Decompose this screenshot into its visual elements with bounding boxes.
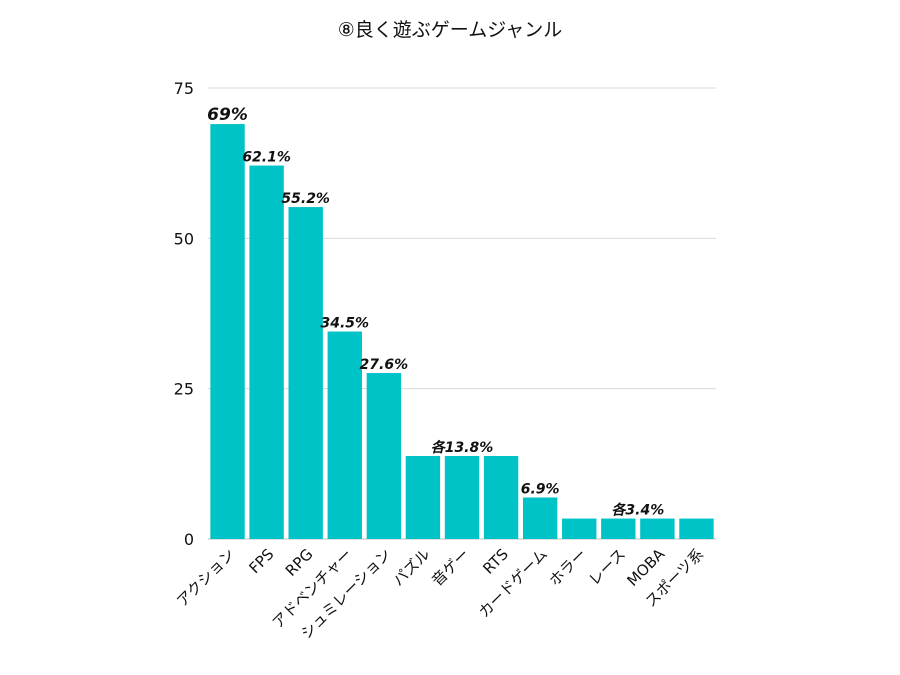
x-tick-label: アクション xyxy=(173,545,238,610)
x-tick-label: FPS xyxy=(245,545,277,577)
bar xyxy=(601,518,636,539)
bar xyxy=(522,497,558,539)
bar xyxy=(405,456,441,539)
bar xyxy=(288,207,323,539)
bar xyxy=(679,518,714,539)
x-tick-label: カードゲーム xyxy=(475,545,551,621)
data-label: 34.5% xyxy=(320,316,369,332)
bar xyxy=(210,124,245,539)
data-label: 各3.4% xyxy=(611,502,664,519)
data-label: 69% xyxy=(207,105,248,125)
bar xyxy=(366,373,402,539)
data-labels: 69% 62.1% 55.2% 34.5% 27.6% 各13.8% 6.9% 各3.4% xyxy=(207,105,664,518)
x-tick-label: ホラー xyxy=(546,545,591,590)
y-tick-label: 75 xyxy=(174,79,194,98)
x-tick-label: 音ゲー xyxy=(428,545,473,590)
data-label: 6.9% xyxy=(521,482,560,498)
bar xyxy=(444,456,480,539)
chart-title: ⑧良く遊ぶゲームジャンル xyxy=(338,19,563,41)
x-tick-label: RPG xyxy=(282,545,317,580)
bar xyxy=(249,165,284,539)
y-tick-label: 50 xyxy=(174,229,194,248)
bar xyxy=(483,456,519,539)
bar xyxy=(640,518,675,539)
y-tick-label: 0 xyxy=(184,530,194,549)
bar xyxy=(562,518,597,539)
bar xyxy=(327,331,362,539)
y-tick-label: 25 xyxy=(174,380,194,399)
bars xyxy=(210,124,714,539)
data-label: 各13.8% xyxy=(431,439,494,456)
data-label: 62.1% xyxy=(242,150,291,166)
data-label: 55.2% xyxy=(281,191,330,207)
y-axis: 0 25 50 75 xyxy=(174,79,194,549)
x-tick-label: パズル xyxy=(389,545,434,590)
x-tick-label: レース xyxy=(585,545,629,589)
x-tick-label: RTS xyxy=(479,545,512,578)
data-label: 27.6% xyxy=(360,357,409,373)
